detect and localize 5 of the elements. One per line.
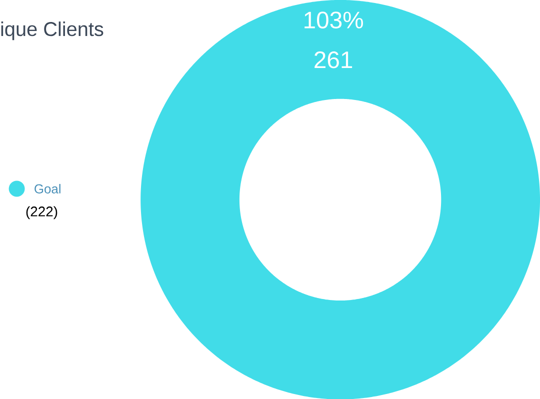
data-label: 261 — [314, 51, 352, 68]
text: 103% — [304, 11, 363, 28]
legend-label: Goal — [34, 184, 60, 194]
text: (222) — [26, 206, 58, 219]
text: ique Clients — [1, 21, 104, 40]
